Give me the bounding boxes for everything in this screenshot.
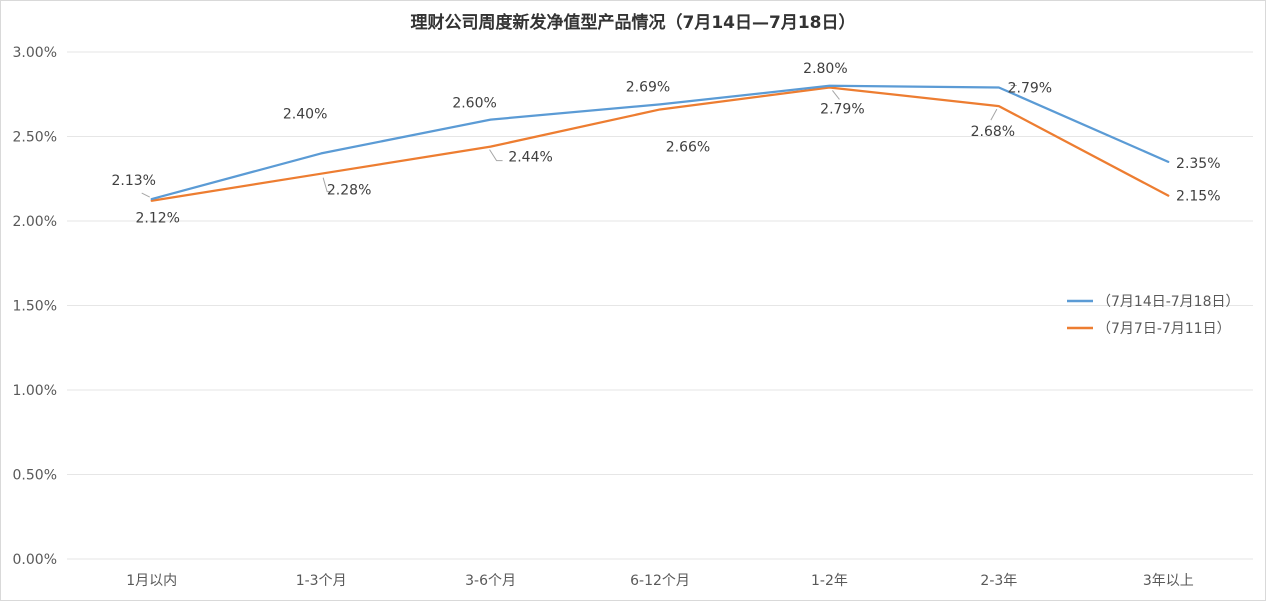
series-line-0 xyxy=(150,84,1170,201)
y-tick-label: 2.00% xyxy=(13,214,57,230)
data-label: 2.44% xyxy=(508,150,552,166)
label-leader-line xyxy=(322,177,332,193)
data-label: 2.40% xyxy=(283,106,327,122)
x-tick-label: 1月以内 xyxy=(126,573,177,589)
y-tick-label: 1.50% xyxy=(13,299,57,315)
data-label: 2.13% xyxy=(111,173,155,189)
y-tick-label: 2.50% xyxy=(13,130,57,146)
x-tick-label: 6-12个月 xyxy=(630,573,690,589)
data-label: 2.79% xyxy=(820,101,864,117)
data-label: 2.69% xyxy=(626,79,670,95)
series-line-1 xyxy=(150,86,1170,202)
label-leader-line xyxy=(489,149,503,162)
label-leader-line xyxy=(990,108,998,121)
chart-title: 理财公司周度新发净值型产品情况（7月14日—7月18日） xyxy=(411,12,856,33)
x-tick-label: 3年以上 xyxy=(1143,573,1194,589)
y-tick-label: 3.00% xyxy=(13,45,57,61)
grid-layer xyxy=(67,51,1253,560)
data-label: 2.66% xyxy=(666,139,710,155)
data-label: 2.60% xyxy=(452,96,496,112)
legend-label: （7月14日-7月18日） xyxy=(1097,294,1240,310)
label-leader-line xyxy=(832,90,840,100)
legend-label: （7月7日-7月11日） xyxy=(1097,321,1231,337)
data-label: 2.35% xyxy=(1176,156,1220,172)
label-leader-line xyxy=(141,192,150,198)
legend: （7月14日-7月18日） （7月7日-7月11日） xyxy=(1067,294,1240,337)
data-label: 2.79% xyxy=(1008,80,1052,96)
y-tick-label: 0.00% xyxy=(13,552,57,568)
data-label-layer: 2.13% 2.40% 2.60% 2.69% 2.80% 2.79% 2.35% 2.12%… xyxy=(111,61,1220,227)
x-tick-label: 1-3个月 xyxy=(296,573,347,589)
x-tick-label: 3-6个月 xyxy=(465,573,516,589)
data-label: 2.15% xyxy=(1176,189,1220,205)
series-layer xyxy=(150,84,1170,202)
x-tick-label: 2-3年 xyxy=(980,573,1017,589)
data-label: 2.68% xyxy=(971,124,1015,140)
y-tick-label: 1.00% xyxy=(13,383,57,399)
data-label: 2.12% xyxy=(135,211,179,227)
data-label: 2.28% xyxy=(327,183,371,199)
axis-layer: 0.00% 0.50% 1.00% 1.50% 2.00% 2.50% 3.00% 1月以内 1… xyxy=(13,45,1194,589)
y-tick-label: 0.50% xyxy=(13,468,57,484)
x-tick-label: 1-2年 xyxy=(811,573,848,589)
data-label: 2.80% xyxy=(803,61,847,77)
